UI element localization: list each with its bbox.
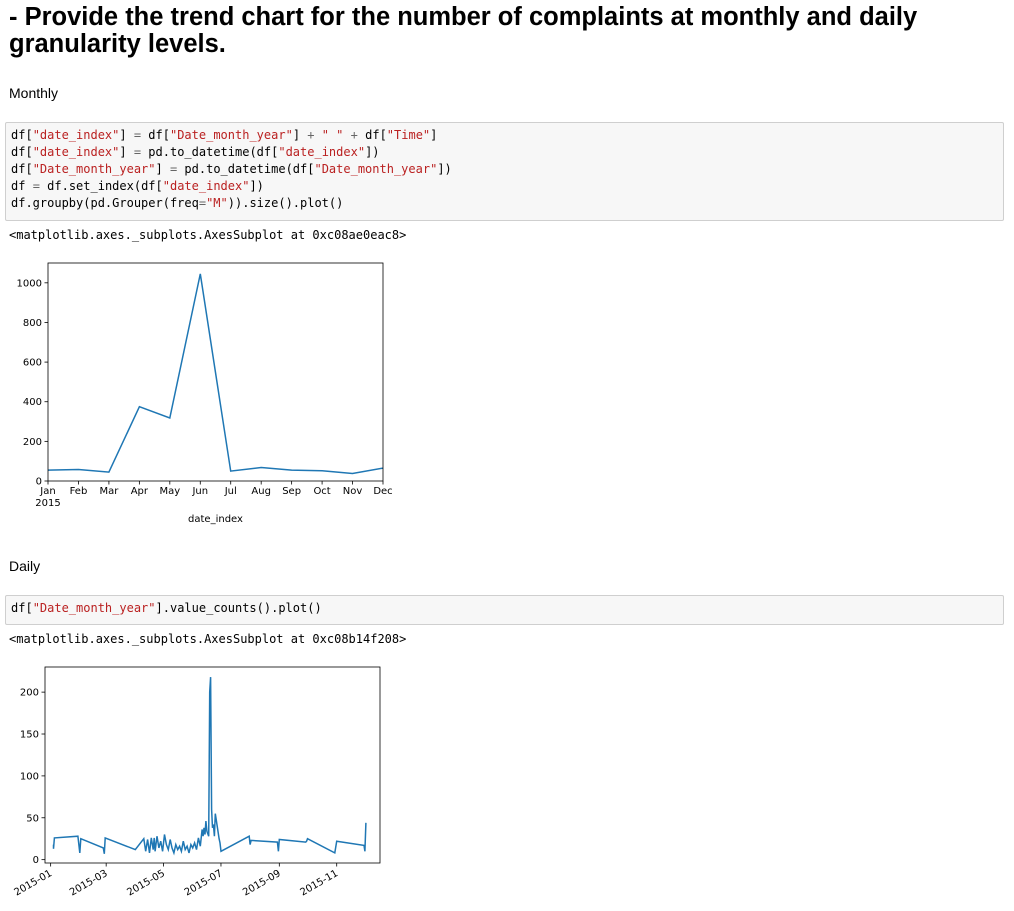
y-tick-label: 600 (23, 358, 42, 369)
x-tick-label: Nov (343, 486, 363, 497)
output-text-daily: <matplotlib.axes._subplots.AxesSubplot a… (9, 632, 407, 646)
code-cell-monthly[interactable]: df["date_index"] = df["Date_month_year"]… (5, 122, 1004, 221)
x-tick-label: Dec (373, 486, 392, 497)
y-tick-label: 0 (36, 477, 42, 488)
x-tick-label: 2015-07 (183, 868, 225, 898)
x-axis-title: date_index (188, 514, 243, 525)
code-line: df = df.set_index(df["date_index"]) (11, 179, 264, 193)
x-tick-label: Feb (70, 486, 88, 497)
x-tick-sublabel: 2015 (35, 498, 60, 509)
code-line: df["Date_month_year"].value_counts().plo… (11, 601, 322, 615)
x-tick-label: Jan (39, 486, 55, 497)
x-tick-label: Jun (191, 486, 208, 497)
x-tick-label: 2015-05 (125, 868, 167, 898)
x-tick-label: Apr (131, 486, 149, 497)
code-line: df.groupby(pd.Grouper(freq="M")).size().… (11, 196, 344, 210)
x-tick-label: Oct (313, 486, 330, 497)
section-heading: - Provide the trend chart for the number… (9, 3, 918, 58)
y-tick-label: 150 (20, 730, 39, 741)
y-tick-label: 200 (23, 437, 42, 448)
monthly-chart: 0 200 400 600 800 1000 Jan Feb Mar Apr May Jun Jul Au… (17, 262, 393, 525)
x-tick-label: 2015-11 (299, 868, 341, 898)
daily-label: Daily (9, 558, 41, 574)
output-text-monthly: <matplotlib.axes._subplots.AxesSubplot a… (9, 228, 407, 242)
series-line (47, 273, 384, 475)
x-tick-label: Jul (224, 486, 237, 497)
series-line (52, 677, 367, 856)
code-cell-daily[interactable]: df["Date_month_year"].value_counts().plo… (5, 595, 1004, 625)
y-tick-label: 50 (26, 813, 39, 824)
x-tick-label: Mar (99, 486, 119, 497)
y-tick-label: 200 (20, 688, 39, 699)
y-tick-label: 800 (23, 318, 42, 329)
y-tick-label: 100 (20, 771, 39, 782)
y-tick-label: 0 (33, 855, 39, 866)
x-tick-label: May (159, 486, 180, 497)
code-line: df["Date_month_year"] = pd.to_datetime(d… (11, 162, 452, 176)
plot-frame (47, 262, 384, 482)
x-tick-label: 2015-01 (12, 868, 54, 898)
x-tick-label: Aug (251, 486, 271, 497)
y-tick-label: 400 (23, 397, 42, 408)
x-tick-label: Sep (282, 486, 301, 497)
plot-frame (44, 666, 381, 864)
code-line: df["date_index"] = df["Date_month_year"]… (11, 128, 438, 142)
monthly-label: Monthly (9, 85, 59, 101)
x-tick-label: 2015-03 (68, 868, 110, 898)
code-line: df["date_index"] = pd.to_datetime(df["da… (11, 145, 380, 159)
y-tick-label: 1000 (17, 278, 42, 289)
x-tick-label: 2015-09 (241, 868, 283, 898)
daily-chart: 0 50 100 150 200 2015-01 2015-03 2015-05 2015-07… (12, 666, 381, 898)
